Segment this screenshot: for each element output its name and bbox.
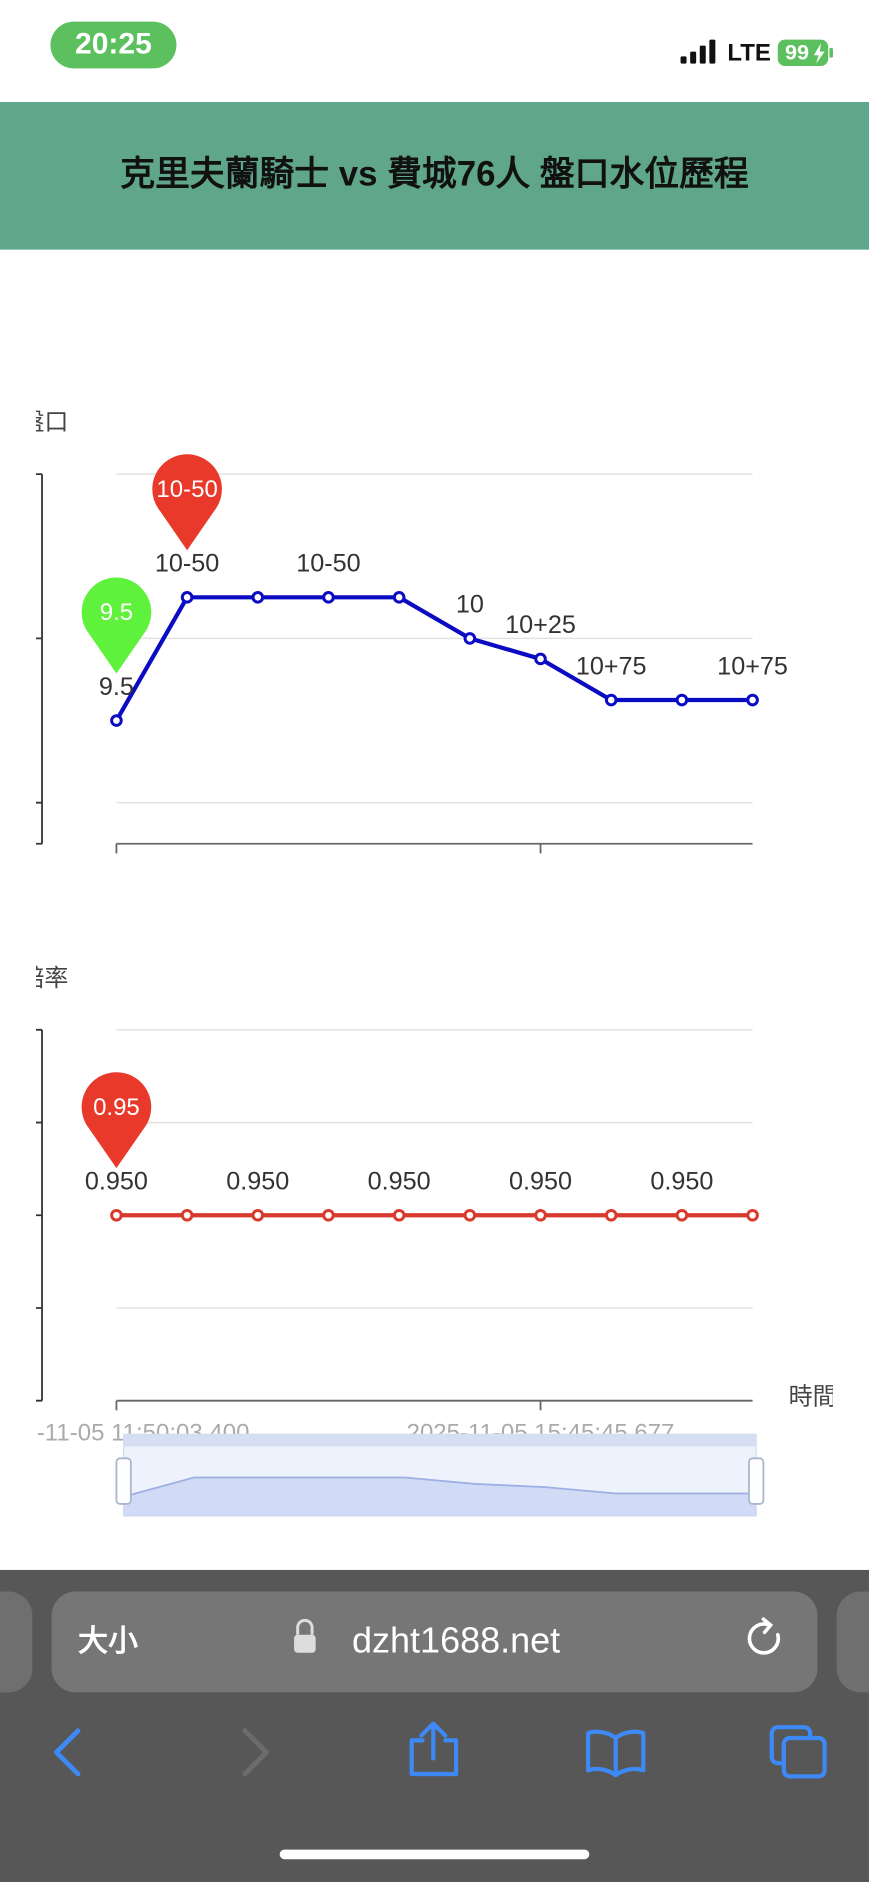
slider-handle[interactable] <box>748 1457 765 1505</box>
time-pill <box>50 21 177 69</box>
back-button[interactable] <box>54 1728 81 1777</box>
data-label: 10+75 <box>717 652 788 680</box>
url[interactable]: dzht1688.net <box>352 1620 560 1661</box>
data-point <box>534 652 547 666</box>
data-point <box>463 632 477 645</box>
data-label: 10+25 <box>505 611 576 639</box>
data-point <box>675 693 689 707</box>
data-point <box>322 1208 335 1222</box>
data-point <box>746 1208 759 1222</box>
data-point <box>180 1208 194 1222</box>
data-point <box>251 591 265 604</box>
data-point <box>534 1208 547 1222</box>
lock-icon <box>294 1618 316 1653</box>
data-label: 0.950 <box>509 1168 572 1196</box>
series-line <box>114 595 753 722</box>
address-bar[interactable] <box>51 1591 818 1693</box>
slider-selected-bar <box>123 1434 757 1447</box>
mark-point-label: 10-50 <box>156 476 217 503</box>
header-bar <box>0 102 869 250</box>
x-axis-label: 時間 <box>789 1384 837 1411</box>
network-type: LTE <box>727 39 771 66</box>
battery-icon <box>777 39 829 67</box>
charging-bolt <box>813 43 825 64</box>
data-label: 10 <box>456 591 484 619</box>
battery-cap <box>829 48 833 58</box>
data-label: 10-50 <box>296 550 360 578</box>
mark-point-pin <box>81 577 152 674</box>
y-axis-label: 賠率 <box>20 965 68 992</box>
home-indicator <box>279 1849 590 1860</box>
share-button[interactable] <box>409 1721 459 1777</box>
reload-button[interactable] <box>747 1617 781 1655</box>
data-point <box>110 1208 123 1222</box>
data-point <box>604 693 618 707</box>
data-label: 0.950 <box>226 1168 289 1196</box>
slider-preview-area <box>123 1477 757 1516</box>
clock: 20:25 <box>75 28 152 61</box>
mark-point-pin <box>152 454 222 551</box>
data-label: 0.950 <box>85 1168 148 1196</box>
mark-point-label: 0.95 <box>93 1094 140 1121</box>
tabs-button[interactable] <box>769 1725 827 1779</box>
browser-chrome: 大小 dzht1688.net <box>0 1569 869 1882</box>
mark-point-label: 9.5 <box>100 599 133 626</box>
prev-tab[interactable] <box>0 1591 33 1693</box>
text-size-button[interactable]: 大小 <box>78 1625 138 1658</box>
data-label: 0.950 <box>650 1168 713 1196</box>
data-point <box>746 693 759 707</box>
data-point <box>251 1208 265 1222</box>
slider-preview-line <box>123 1476 757 1498</box>
status-bar: 20:25 LTE 99 <box>50 21 833 69</box>
next-tab[interactable] <box>836 1591 869 1693</box>
mark-point-pin <box>81 1072 152 1169</box>
data-point <box>392 591 406 604</box>
battery-level: 99 <box>785 40 809 65</box>
data-point <box>463 1208 477 1222</box>
y-axis-label: 盤口 <box>20 409 68 436</box>
data-label: 0.950 <box>368 1168 431 1196</box>
data-point <box>322 591 335 604</box>
forward-button[interactable] <box>242 1728 269 1777</box>
bookmarks-button[interactable] <box>586 1729 646 1778</box>
slider-handle[interactable] <box>115 1457 132 1505</box>
data-point <box>675 1208 689 1222</box>
data-point <box>110 714 123 727</box>
data-label: 10-50 <box>155 550 219 578</box>
data-point <box>604 1208 618 1222</box>
signal-icon <box>680 39 716 64</box>
data-label: 10+75 <box>576 652 647 680</box>
page-title: 克里夫蘭騎士 vs 費城76人 盤口水位歷程 <box>120 155 749 194</box>
data-label: 9.5 <box>99 673 134 701</box>
data-zoom-slider <box>115 1433 765 1517</box>
data-point <box>180 591 194 604</box>
data-point <box>392 1208 406 1222</box>
